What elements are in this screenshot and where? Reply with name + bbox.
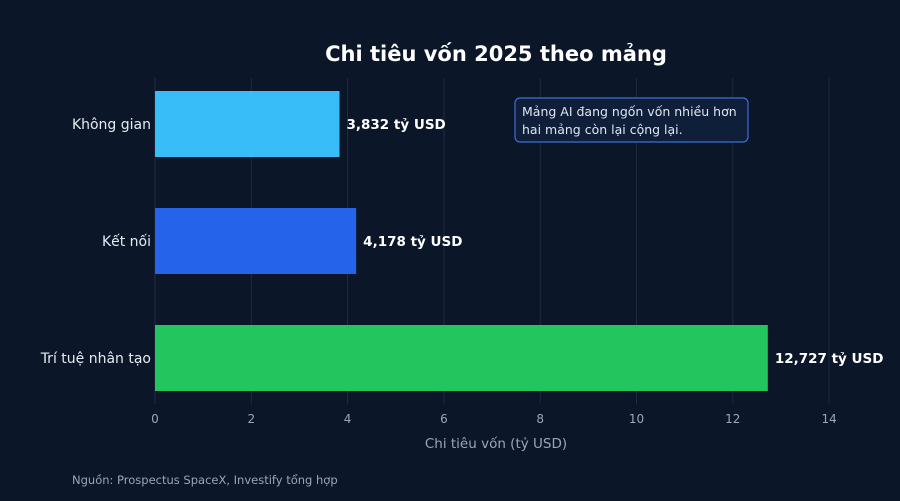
x-tick-label: 14 (821, 412, 836, 426)
annotation-line-2: hai mảng còn lại cộng lại. (522, 122, 683, 137)
annotation-box: Mảng AI đang ngốn vốn nhiều hơn hai mảng… (514, 97, 749, 143)
x-axis-title: Chi tiêu vốn (tỷ USD) (425, 435, 567, 452)
bar-3 (155, 325, 768, 391)
category-label: Không gian (72, 117, 151, 133)
x-axis-ticks: 0 2 4 6 8 10 12 14 (151, 412, 837, 426)
bar-2 (155, 208, 357, 274)
value-label: 3,832 tỷ USD (347, 117, 446, 133)
x-tick-label: 0 (151, 412, 159, 426)
category-label: Trí tuệ nhân tạo (40, 351, 151, 367)
annotation-line-1: Mảng AI đang ngốn vốn nhiều hơn (522, 104, 737, 119)
x-tick-label: 8 (536, 412, 544, 426)
value-label: 4,178 tỷ USD (363, 234, 462, 250)
chart-title: Chi tiêu vốn 2025 theo mảng (325, 42, 667, 66)
x-tick-label: 2 (247, 412, 255, 426)
category-label: Kết nối (102, 233, 151, 250)
annotation-background (514, 97, 749, 143)
x-tick-label: 4 (344, 412, 352, 426)
labels: Không gian 3,832 tỷ USD Kết nối 4,178 tỷ US… (40, 117, 884, 367)
bars (155, 91, 768, 391)
x-tick-label: 10 (629, 412, 644, 426)
source-note: Nguồn: Prospectus SpaceX, Investify tổng… (72, 473, 338, 487)
value-label: 12,727 tỷ USD (775, 351, 884, 367)
x-tick-label: 12 (725, 412, 740, 426)
bar-1 (155, 91, 340, 157)
x-tick-label: 6 (440, 412, 448, 426)
